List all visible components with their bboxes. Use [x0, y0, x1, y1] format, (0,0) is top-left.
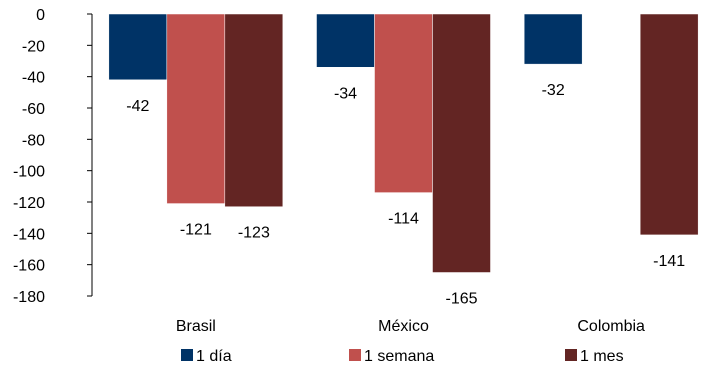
- y-tick-label: 0: [36, 7, 45, 24]
- bar: [374, 13, 433, 193]
- category-label: Colombia: [577, 318, 645, 335]
- data-label: -42: [126, 98, 149, 115]
- data-label: -141: [653, 253, 685, 270]
- data-label: -123: [238, 225, 270, 242]
- bar: [316, 13, 375, 68]
- bar: [224, 13, 284, 207]
- y-tick-label: -140: [13, 226, 45, 243]
- category-label: Brasil: [176, 318, 216, 335]
- y-axis: 0 -20 -40 -60 -80 -100 -120 -140 -160 -180: [13, 7, 93, 306]
- legend-label: 1 semana: [364, 348, 434, 365]
- data-label: -121: [180, 222, 212, 239]
- y-tick-label: -120: [13, 195, 45, 212]
- data-labels: -42 -121 -123 -34 -114 -165 -32 -141: [126, 82, 685, 307]
- data-label: -34: [334, 85, 357, 102]
- legend-swatch: [349, 349, 361, 361]
- data-label: -114: [388, 211, 419, 228]
- legend-label: 1 día: [196, 348, 232, 365]
- data-label: -32: [542, 82, 565, 99]
- bar: [523, 13, 583, 65]
- legend-label: 1 mes: [580, 348, 624, 365]
- y-tick-label: -80: [22, 132, 45, 149]
- legend-swatch: [565, 349, 577, 361]
- legend-swatch: [181, 349, 193, 361]
- y-tick-label: -40: [22, 70, 45, 87]
- bar: [639, 13, 699, 236]
- category-label: México: [378, 318, 429, 335]
- y-tick-label: -20: [22, 38, 45, 55]
- bar: [166, 13, 226, 204]
- y-tick-label: -60: [22, 101, 45, 118]
- legend: 1 día 1 semana 1 mes: [181, 348, 624, 365]
- y-tick-label: -100: [13, 164, 45, 181]
- y-tick-label: -180: [13, 289, 45, 306]
- category-labels: Brasil México Colombia: [176, 318, 645, 335]
- data-label: -165: [445, 291, 477, 308]
- bars: [108, 13, 699, 273]
- bar: [108, 13, 168, 81]
- y-tick-label: -160: [13, 258, 45, 275]
- bar: [432, 13, 491, 273]
